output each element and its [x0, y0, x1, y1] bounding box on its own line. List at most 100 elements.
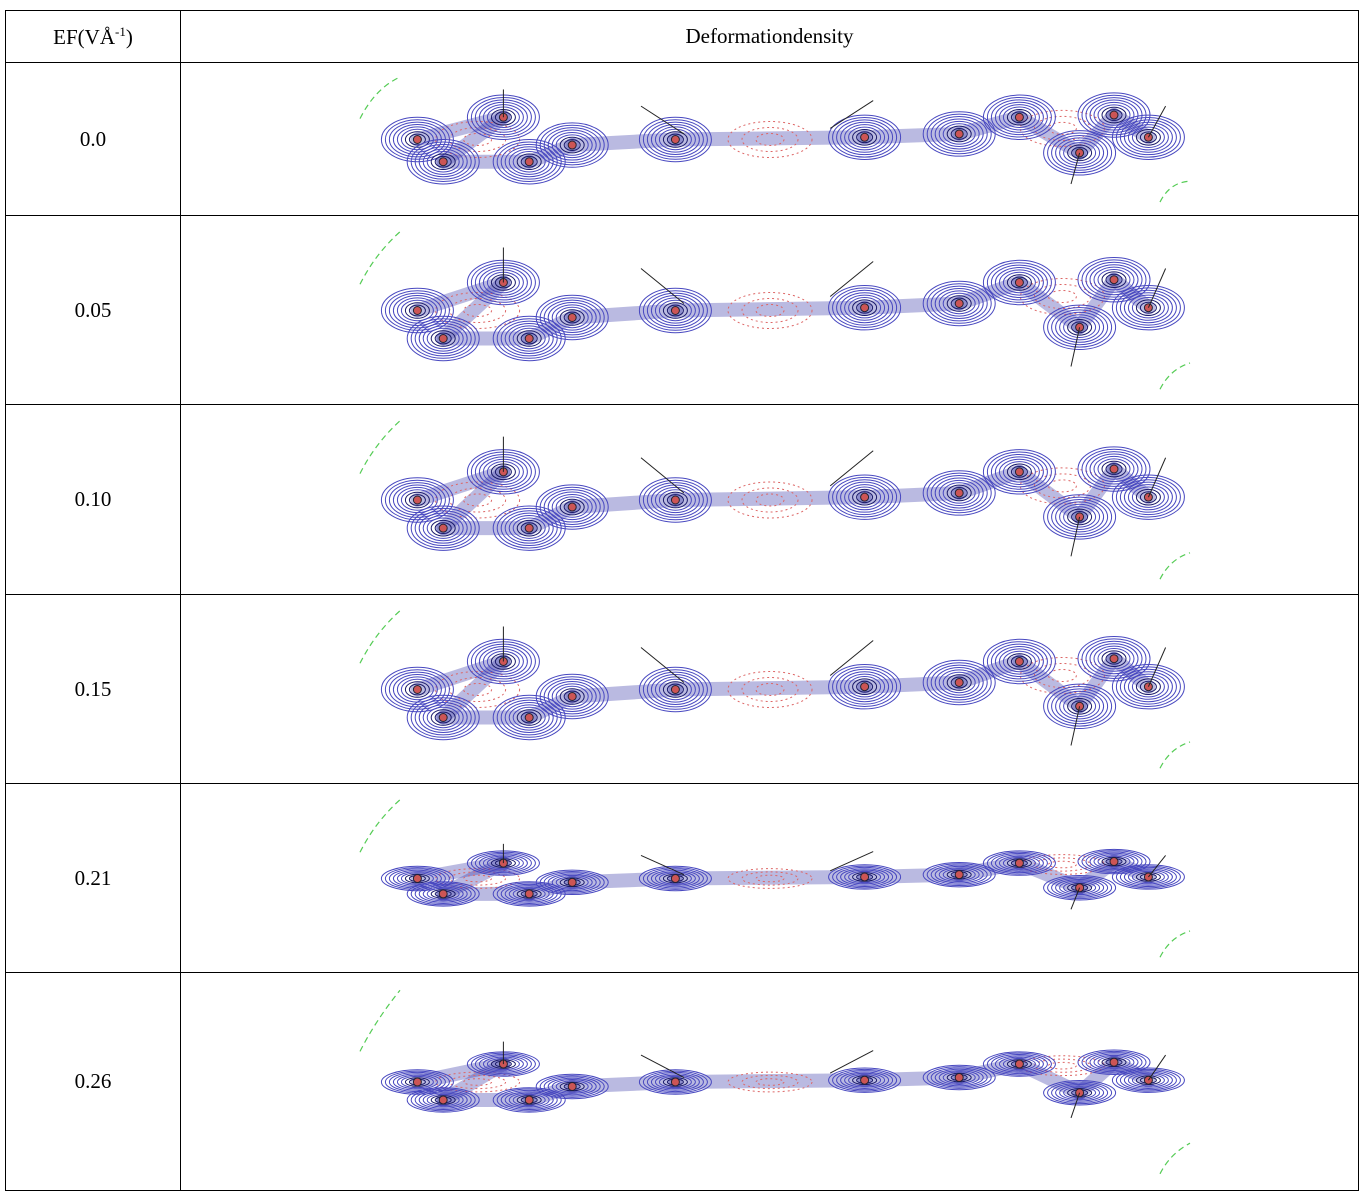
atom-core	[439, 157, 447, 165]
data-row: 0.0	[6, 63, 1359, 216]
data-row: 0.15	[6, 595, 1359, 784]
atom-core	[1015, 467, 1023, 475]
zero-contour	[360, 799, 400, 852]
atom-core	[955, 870, 963, 878]
results-table: EF(VÅ-1) Deformationdensity 0.00.050.100…	[5, 10, 1359, 1191]
density-header: Deformationdensity	[181, 11, 1359, 63]
h-bond-line	[830, 450, 873, 485]
bond-contour	[864, 682, 959, 686]
negative-contour	[1048, 290, 1076, 302]
atom-core	[413, 496, 421, 504]
atom-core	[525, 1095, 533, 1103]
density-plot	[340, 791, 1200, 966]
density-plot	[340, 223, 1200, 398]
atom-core	[860, 303, 868, 311]
data-row: 0.05	[6, 216, 1359, 405]
atom-core	[860, 133, 868, 141]
zero-contour	[1160, 552, 1190, 578]
atom-core	[413, 135, 421, 143]
negative-contour	[1048, 669, 1076, 681]
atom-core	[568, 692, 576, 700]
atom-core	[439, 334, 447, 342]
atom-core	[413, 306, 421, 314]
density-cell	[181, 784, 1359, 973]
density-cell	[181, 595, 1359, 784]
h-bond-line	[830, 261, 873, 296]
atom-core	[671, 306, 679, 314]
data-row: 0.21	[6, 784, 1359, 973]
atom-core	[1144, 1076, 1152, 1084]
atom-core	[955, 1073, 963, 1081]
data-row: 0.26	[6, 973, 1359, 1191]
zero-contour	[360, 610, 400, 663]
atom-core	[1110, 465, 1118, 473]
density-plot	[340, 980, 1200, 1184]
ef-value: 0.21	[6, 784, 181, 973]
atom-core	[671, 685, 679, 693]
ef-value: 0.10	[6, 405, 181, 595]
table-body: 0.00.050.100.150.210.26	[6, 63, 1359, 1191]
density-plot	[340, 70, 1200, 209]
atom-core	[525, 713, 533, 721]
atom-core	[568, 878, 576, 886]
bond-contour	[959, 282, 1019, 303]
atom-core	[1075, 323, 1083, 331]
bond-contour	[864, 874, 959, 876]
atom-core	[1015, 278, 1023, 286]
negative-contour	[1048, 1062, 1076, 1069]
atom-core	[1075, 148, 1083, 156]
atom-core	[860, 1076, 868, 1084]
atom-core	[955, 129, 963, 137]
atom-core	[1110, 111, 1118, 119]
atom-core	[671, 874, 679, 882]
atom-core	[1110, 654, 1118, 662]
zero-contour	[360, 231, 400, 284]
atom-core	[525, 334, 533, 342]
bond-contour	[864, 133, 959, 136]
density-plot	[340, 602, 1200, 777]
ef-close: )	[126, 25, 133, 49]
atom-core	[413, 874, 421, 882]
ef-value: 0.0	[6, 63, 181, 216]
atom-core	[1075, 512, 1083, 520]
atom-core	[1015, 1060, 1023, 1068]
negative-contour	[1048, 861, 1076, 868]
header-row: EF(VÅ-1) Deformationdensity	[6, 11, 1359, 63]
atom-core	[1144, 303, 1152, 311]
ef-value: 0.15	[6, 595, 181, 784]
bond-contour	[959, 471, 1019, 492]
zero-contour	[360, 990, 400, 1051]
atom-core	[568, 503, 576, 511]
ef-sup: -1	[115, 24, 126, 39]
atom-core	[1015, 113, 1023, 121]
ef-header: EF(VÅ-1)	[6, 11, 181, 63]
atom-core	[1110, 275, 1118, 283]
atom-core	[1015, 657, 1023, 665]
atom-core	[439, 713, 447, 721]
data-row: 0.10	[6, 405, 1359, 595]
atom-core	[525, 157, 533, 165]
atom-core	[568, 1082, 576, 1090]
atom-core	[860, 493, 868, 501]
h-bond-line	[830, 640, 873, 675]
atom-core	[860, 872, 868, 880]
zero-contour	[360, 76, 400, 118]
density-cell	[181, 405, 1359, 595]
atom-core	[439, 889, 447, 897]
ef-value: 0.26	[6, 973, 181, 1191]
zero-contour	[1160, 931, 1190, 957]
bond-contour	[959, 661, 1019, 682]
bond-contour	[864, 492, 959, 496]
zero-contour	[1160, 363, 1190, 389]
zero-contour	[1160, 1143, 1190, 1174]
atom-core	[671, 1078, 679, 1086]
bond-contour	[1114, 115, 1148, 137]
atom-core	[671, 135, 679, 143]
atom-core	[439, 524, 447, 532]
bond-contour	[864, 303, 959, 307]
atom-core	[1110, 857, 1118, 865]
atom-core	[671, 496, 679, 504]
page: EF(VÅ-1) Deformationdensity 0.00.050.100…	[0, 0, 1359, 1190]
density-cell	[181, 216, 1359, 405]
atom-core	[860, 682, 868, 690]
